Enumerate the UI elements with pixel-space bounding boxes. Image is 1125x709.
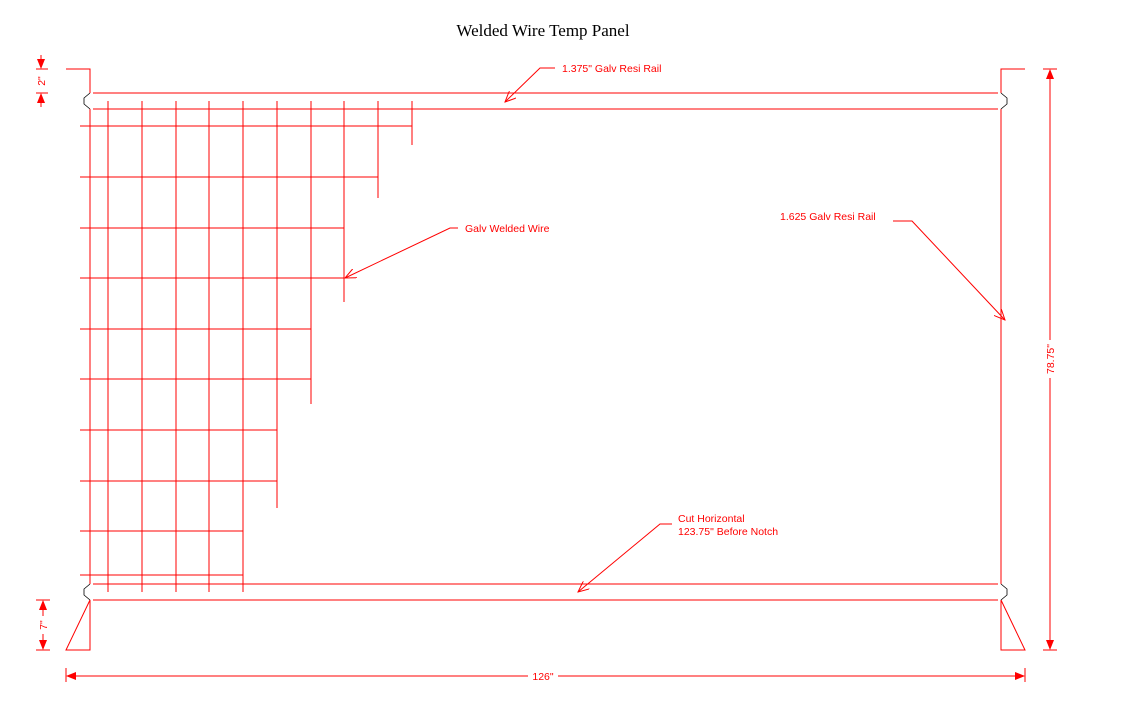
top-rail-callout: 1.375" Galv Resi Rail [505, 63, 661, 102]
svg-text:2": 2" [36, 76, 48, 86]
svg-text:126": 126" [532, 671, 554, 683]
dimension-width: 126" [65, 668, 1026, 683]
dimension-top-offset: 2" [36, 55, 48, 107]
dimension-bottom-offset: 7" [36, 599, 50, 651]
drawing-title: Welded Wire Temp Panel [456, 21, 629, 40]
svg-text:Cut Horizontal: Cut Horizontal [678, 513, 745, 525]
cut-callout: Cut Horizontal 123.75" Before Notch [578, 513, 778, 592]
post-callout: 1.625 Galv Resi Rail [780, 211, 1005, 320]
top-rail [83, 92, 1008, 110]
svg-text:78.75": 78.75" [1045, 344, 1057, 374]
svg-text:Galv Welded Wire: Galv Welded Wire [465, 223, 550, 235]
bottom-rail [83, 583, 1008, 601]
svg-text:7": 7" [38, 620, 50, 630]
dimension-height: 78.75" [1043, 68, 1057, 651]
welded-wire-mesh [80, 101, 413, 592]
right-post [1000, 68, 1026, 651]
svg-text:123.75" Before Notch: 123.75" Before Notch [678, 526, 778, 538]
wire-callout: Galv Welded Wire [345, 223, 550, 278]
svg-text:1.375" Galv Resi Rail: 1.375" Galv Resi Rail [562, 63, 661, 75]
svg-text:1.625 Galv Resi Rail: 1.625 Galv Resi Rail [780, 211, 876, 223]
left-post [65, 68, 91, 651]
